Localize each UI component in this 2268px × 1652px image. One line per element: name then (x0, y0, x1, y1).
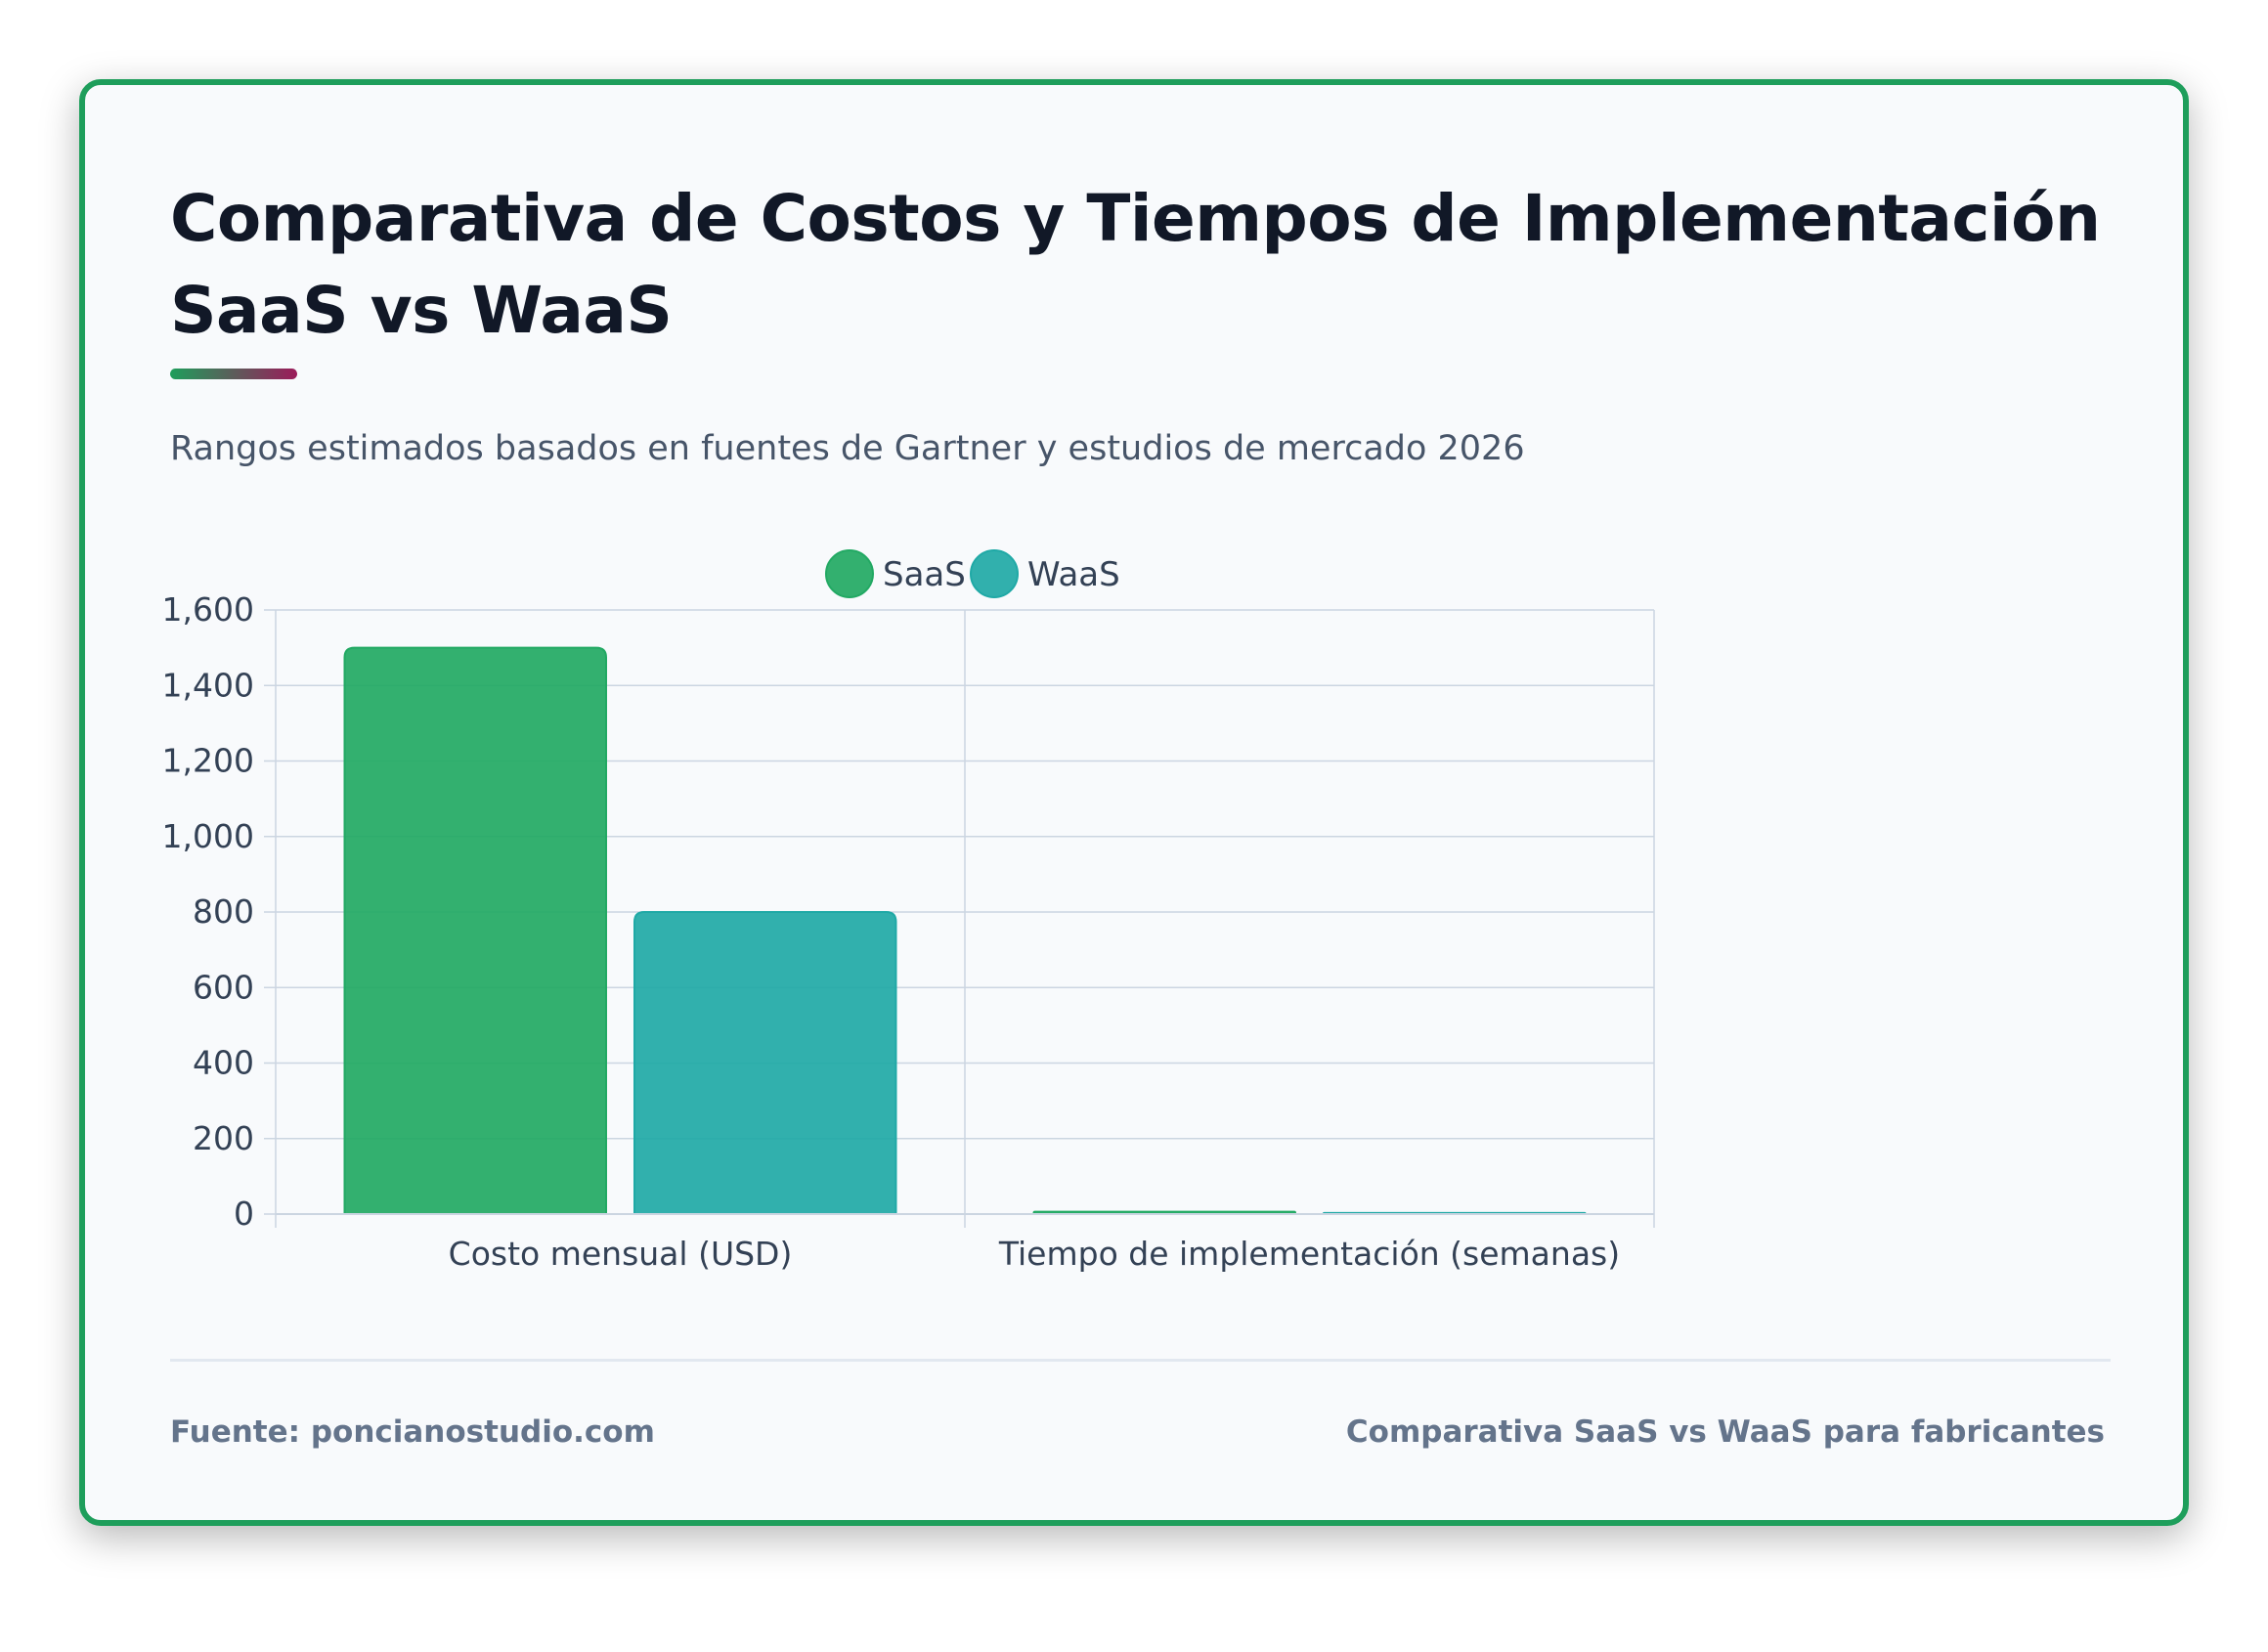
bar-saas (343, 646, 607, 1215)
y-tick-label: 200 (193, 1119, 254, 1157)
y-tick-label: 600 (193, 968, 254, 1006)
page-title: Comparativa de Costos y Tiempos de Imple… (170, 181, 2101, 348)
y-tick-label: 400 (193, 1044, 254, 1082)
x-tick-label: Costo mensual (USD) (449, 1235, 793, 1273)
legend-swatch-waas (970, 549, 1019, 598)
y-tick-label: 1,600 (162, 590, 254, 629)
bar-chart: 0 200 400 600 800 1,000 1,200 1,400 1,600 Costo m… (162, 549, 1655, 1273)
y-tick-label: 1,000 (162, 817, 254, 855)
legend-swatch-saas (825, 549, 874, 598)
y-tick-label: 800 (193, 892, 254, 931)
footer-source: Fuente: poncianostudio.com (170, 1414, 655, 1450)
title-accent-bar (170, 369, 297, 379)
x-tick-label: Tiempo de implementación (semanas) (998, 1235, 1620, 1273)
y-tick-label: 1,400 (162, 666, 254, 704)
bar-waas (633, 911, 897, 1215)
page-subtitle: Rangos estimados basados en fuentes de G… (170, 429, 1525, 468)
y-tick-label: 0 (234, 1195, 254, 1233)
y-tick-label: 1,200 (162, 742, 254, 780)
legend-label-saas: SaaS (883, 555, 966, 594)
footer-caption: Comparativa SaaS vs WaaS para fabricante… (1345, 1414, 2105, 1450)
footer-divider (170, 1359, 2111, 1362)
chart-card: Comparativa de Costos y Tiempos de Imple… (79, 79, 2189, 1526)
legend-label-waas: WaaS (1027, 555, 1120, 594)
